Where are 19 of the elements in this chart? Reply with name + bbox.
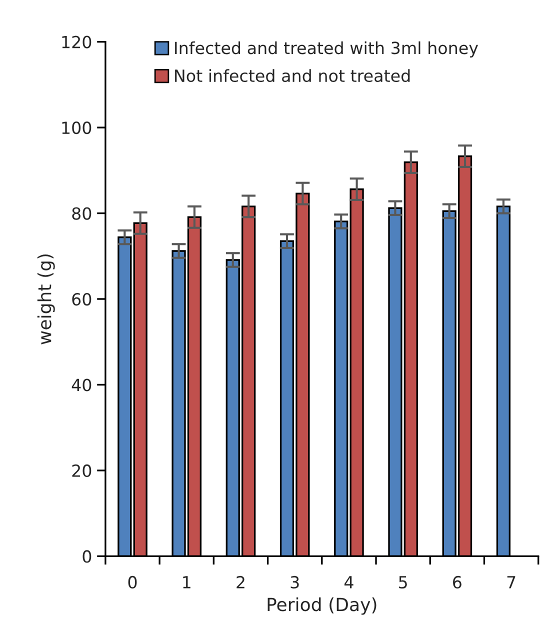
x-tick-label: 5 [399,576,407,589]
x-tick-label: 3 [290,576,299,589]
y-tick-label: 100 [62,121,92,134]
x-tick-label: 4 [344,576,354,588]
legend-label: Not infected and not treated [175,69,410,82]
x-tick-label: 2 [236,576,244,588]
x-tick-label: 1 [183,576,190,588]
x-axis-title: Period (Day) [268,597,376,615]
x-tick-label: 0 [128,576,137,589]
legend-label: Infected and treated with 3ml honey [175,41,478,58]
y-axis-title: weight (g) [37,254,55,344]
y-tick-label: 0 [82,550,92,563]
y-tick-label: 40 [72,378,92,392]
y-tick-label: 120 [62,36,92,48]
y-tick-label: 80 [72,207,92,220]
y-tick-label: 20 [72,464,92,478]
x-tick-label: 6 [453,576,462,589]
y-tick-label: 60 [72,292,92,306]
x-tick-label: 7 [507,576,516,588]
